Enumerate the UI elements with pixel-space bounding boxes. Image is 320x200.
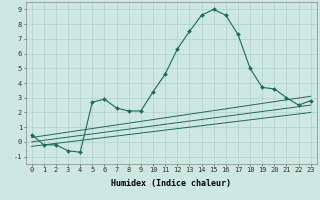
- X-axis label: Humidex (Indice chaleur): Humidex (Indice chaleur): [111, 179, 231, 188]
